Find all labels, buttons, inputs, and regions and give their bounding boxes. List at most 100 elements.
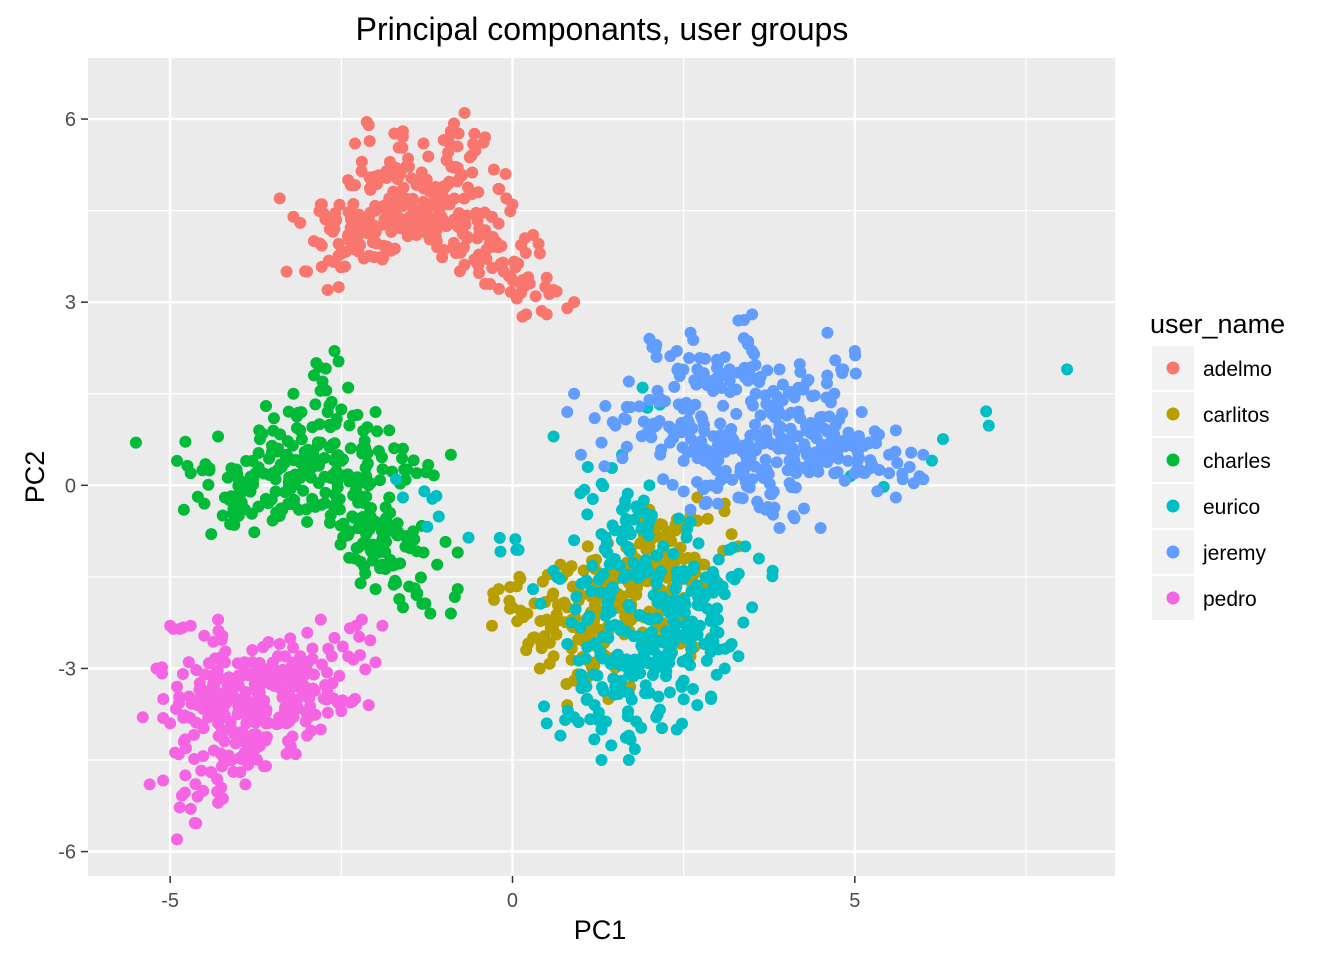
point-jeremy: [655, 443, 668, 456]
point-eurico: [657, 636, 670, 649]
legend-label: pedro: [1203, 588, 1257, 611]
point-jeremy: [800, 375, 813, 388]
point-jeremy: [598, 460, 611, 473]
point-jeremy: [683, 404, 696, 417]
legend-label: carlitos: [1203, 404, 1270, 427]
point-eurico: [586, 493, 599, 506]
point-eurico: [632, 561, 645, 574]
point-charles: [253, 424, 266, 437]
point-charles: [359, 567, 372, 580]
point-charles: [419, 597, 432, 610]
point-jeremy: [663, 420, 676, 433]
point-jeremy: [776, 378, 789, 391]
point-eurico: [677, 693, 690, 706]
point-charles: [280, 448, 293, 461]
point-eurico: [737, 616, 750, 629]
point-charles: [335, 454, 348, 467]
point-eurico: [692, 537, 705, 550]
point-jeremy: [808, 389, 821, 402]
point-pedro: [157, 774, 170, 787]
point-eurico: [574, 668, 587, 681]
legend-swatch: [1166, 453, 1180, 467]
legend-item-charles: charles: [1152, 438, 1271, 482]
point-carlitos: [533, 662, 546, 675]
point-jeremy: [732, 491, 745, 504]
legend-label: adelmo: [1203, 358, 1272, 381]
point-carlitos: [682, 551, 695, 564]
point-jeremy: [774, 421, 787, 434]
point-eurico: [629, 662, 642, 675]
point-jeremy: [832, 452, 845, 465]
x-tick-label: -5: [161, 890, 179, 912]
point-charles: [390, 576, 403, 589]
point-eurico: [534, 597, 547, 610]
point-eurico: [706, 566, 719, 579]
point-adelmo: [280, 265, 293, 278]
point-charles: [390, 558, 403, 571]
point-jeremy: [742, 335, 755, 348]
point-charles: [295, 406, 308, 419]
point-eurico: [611, 648, 624, 661]
point-eurico: [937, 433, 950, 446]
point-jeremy: [711, 497, 724, 510]
point-jeremy: [814, 522, 827, 535]
point-eurico: [657, 540, 670, 553]
point-eurico: [691, 628, 704, 641]
point-charles: [334, 538, 347, 551]
point-eurico: [700, 654, 713, 667]
point-eurico: [669, 583, 682, 596]
legend-item-jeremy: jeremy: [1152, 530, 1267, 574]
point-jeremy: [821, 424, 834, 437]
legend-item-eurico: eurico: [1152, 484, 1260, 528]
point-eurico: [575, 577, 588, 590]
point-adelmo: [381, 240, 394, 253]
point-adelmo: [446, 241, 459, 254]
point-eurico: [621, 705, 634, 718]
point-pedro: [355, 613, 368, 626]
point-adelmo: [315, 260, 328, 273]
point-pedro: [177, 711, 190, 724]
point-pedro: [280, 747, 293, 760]
point-jeremy: [730, 407, 743, 420]
point-eurico: [390, 473, 403, 486]
point-adelmo: [369, 204, 382, 217]
point-charles: [328, 437, 341, 450]
point-jeremy: [698, 352, 711, 365]
point-eurico: [462, 531, 475, 544]
point-jeremy: [770, 456, 783, 469]
point-charles: [328, 345, 341, 358]
point-charles: [371, 425, 384, 438]
y-tick-label: -6: [58, 842, 76, 864]
point-adelmo: [428, 211, 441, 224]
point-pedro: [336, 694, 349, 707]
point-pedro: [306, 642, 319, 655]
point-adelmo: [458, 106, 471, 119]
point-eurico: [725, 570, 738, 583]
point-eurico: [712, 553, 725, 566]
point-adelmo: [369, 176, 382, 189]
data-points: [129, 106, 1074, 846]
point-eurico: [570, 590, 583, 603]
point-charles: [307, 449, 320, 462]
point-jeremy: [689, 444, 702, 457]
point-eurico: [670, 723, 683, 736]
point-charles: [205, 528, 218, 541]
point-pedro: [328, 631, 341, 644]
point-adelmo: [456, 227, 469, 240]
legend-swatch: [1166, 361, 1180, 375]
point-eurico: [652, 690, 665, 703]
point-adelmo: [468, 127, 481, 140]
point-jeremy: [903, 461, 916, 473]
point-pedro: [195, 764, 208, 777]
point-jeremy: [746, 345, 759, 358]
point-adelmo: [499, 167, 512, 180]
point-adelmo: [448, 192, 461, 205]
point-charles: [383, 491, 396, 504]
point-charles: [355, 442, 368, 455]
point-jeremy: [710, 361, 723, 374]
point-jeremy: [599, 399, 612, 412]
point-eurico: [641, 612, 654, 625]
point-charles: [346, 510, 359, 523]
point-charles: [376, 463, 389, 476]
point-jeremy: [759, 453, 772, 466]
